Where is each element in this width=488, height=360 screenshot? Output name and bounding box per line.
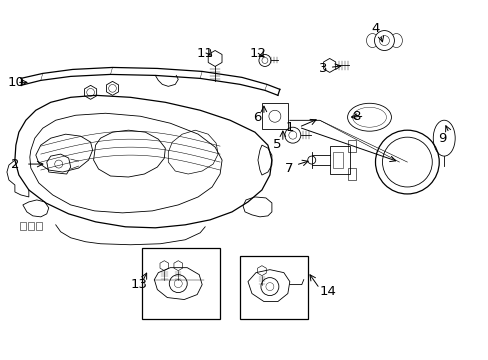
Text: 7: 7: [285, 162, 293, 175]
Bar: [240, 256, 307, 319]
Bar: [262, 103, 287, 129]
Bar: [36, 222, 41, 230]
Text: 10: 10: [8, 76, 25, 89]
Bar: [332, 152, 342, 168]
Text: 9: 9: [437, 132, 446, 145]
Text: 13: 13: [130, 278, 147, 291]
Bar: [329, 146, 349, 174]
Text: 4: 4: [370, 22, 379, 35]
Text: 11: 11: [196, 47, 213, 60]
Text: 2: 2: [11, 158, 20, 171]
Bar: [28, 222, 34, 230]
Text: 3: 3: [318, 62, 326, 75]
Bar: [347, 140, 355, 152]
Text: 6: 6: [252, 111, 261, 124]
Text: 12: 12: [249, 47, 266, 60]
Bar: [142, 248, 220, 319]
Text: 14: 14: [319, 285, 336, 298]
Bar: [20, 222, 26, 230]
Bar: [347, 168, 355, 180]
Text: 1: 1: [285, 121, 293, 134]
Text: 8: 8: [352, 110, 360, 123]
Text: 5: 5: [272, 138, 281, 150]
